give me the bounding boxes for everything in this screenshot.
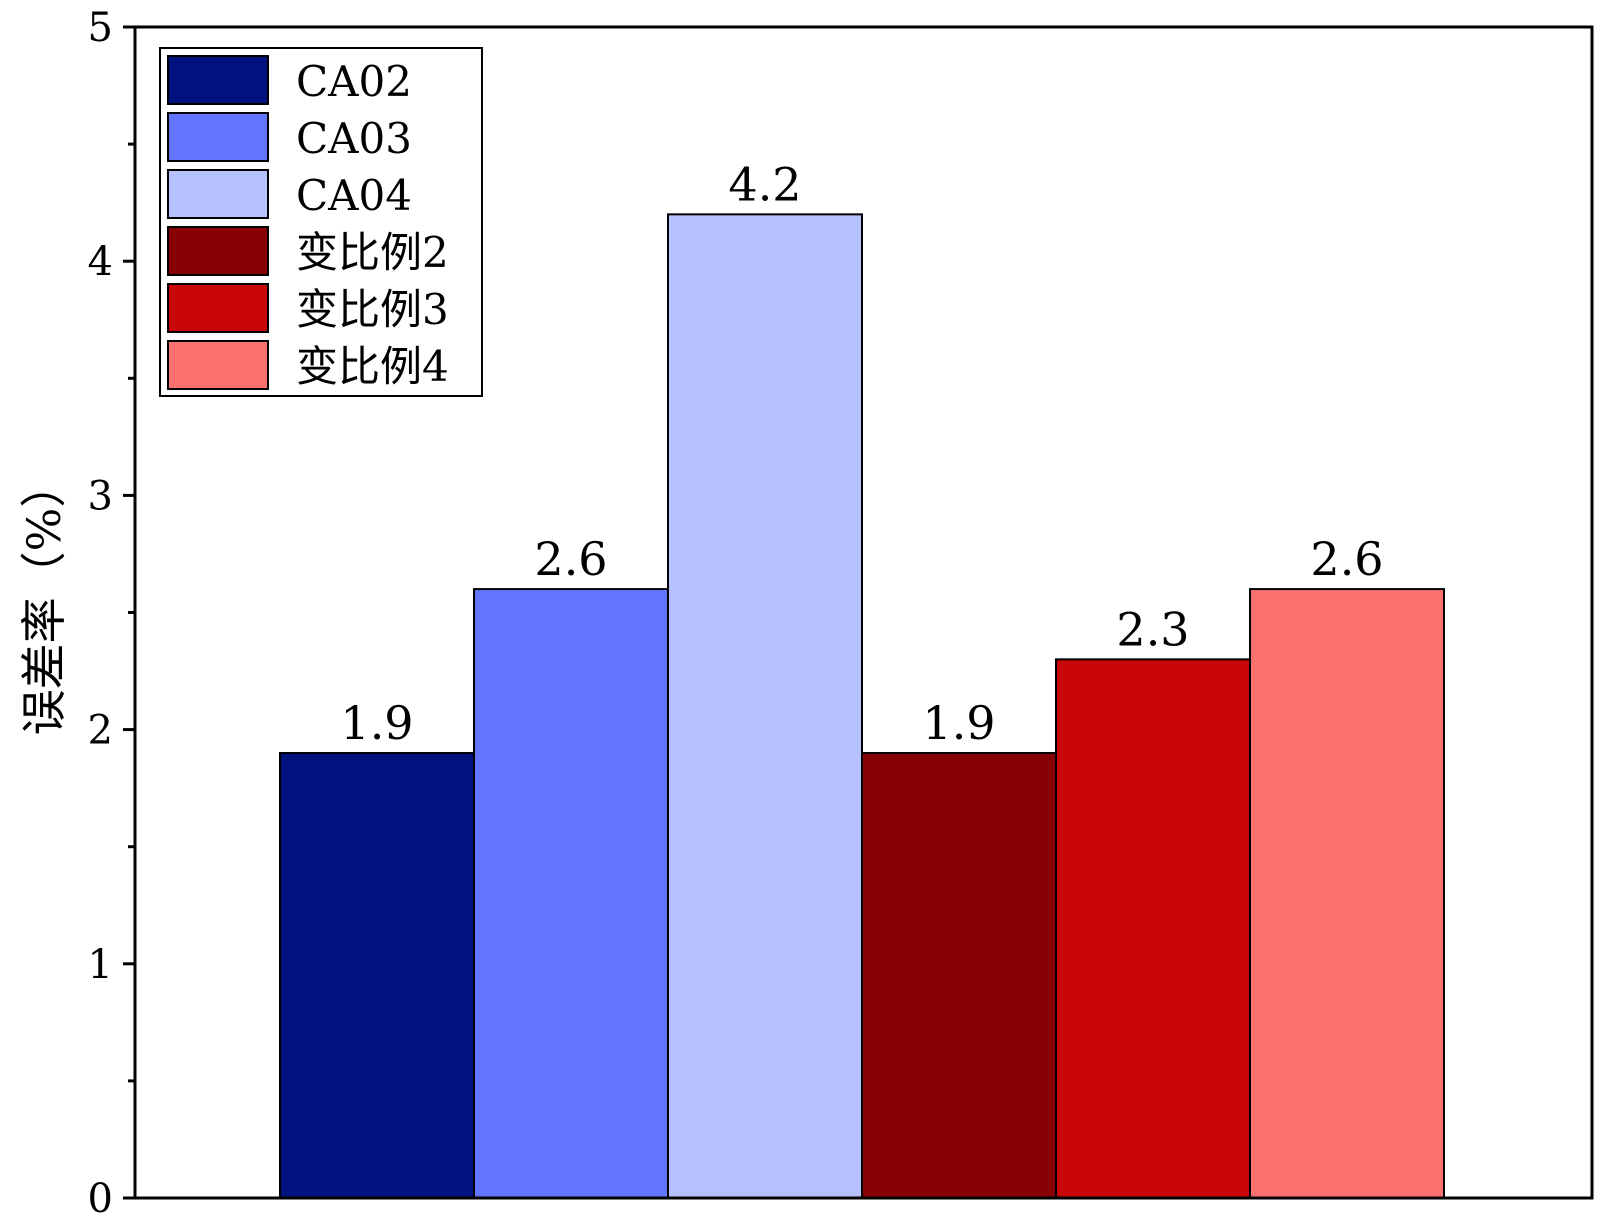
data-label: 2.6 xyxy=(1310,532,1383,586)
bar xyxy=(861,752,1057,1200)
bars-layer xyxy=(279,213,1445,1200)
legend-label: CA02 xyxy=(296,57,412,106)
data-labels-layer: 1.9 2.6 4.2 1.9 2.3 2.6 xyxy=(340,157,1383,750)
y-axis-title: 误差率（%） xyxy=(17,462,71,736)
y-tick-label: 3 xyxy=(88,473,113,519)
legend-box xyxy=(159,47,483,397)
data-label: 2.3 xyxy=(1116,602,1189,656)
bar xyxy=(1055,658,1251,1199)
legend-label: 变比例3 xyxy=(296,285,449,334)
legend-swatch xyxy=(167,169,269,219)
legend-label: 变比例2 xyxy=(296,228,449,277)
y-tick-label: 0 xyxy=(88,1176,113,1222)
legend-label: CA04 xyxy=(296,171,412,220)
y-tick-label: 2 xyxy=(88,708,113,754)
y-tick-label: 5 xyxy=(88,5,113,51)
y-axis: 0 1 2 3 4 5 xyxy=(88,5,135,1222)
bar xyxy=(279,752,475,1200)
legend-swatch xyxy=(167,340,269,390)
legend-label: 变比例4 xyxy=(296,342,449,391)
data-label: 4.2 xyxy=(728,157,801,211)
legend-swatch xyxy=(167,283,269,333)
legend-swatch xyxy=(167,226,269,276)
legend-swatch xyxy=(167,112,269,162)
data-label: 1.9 xyxy=(340,696,413,750)
bar xyxy=(667,213,863,1200)
y-tick-label: 1 xyxy=(88,942,113,988)
bar xyxy=(473,588,669,1199)
y-tick-label: 4 xyxy=(88,239,113,285)
legend-swatch xyxy=(167,55,269,105)
bar xyxy=(1249,588,1445,1199)
legend: CA02 CA03 CA04 变比例2 变比例3 变比例4 xyxy=(159,47,483,397)
legend-label: CA03 xyxy=(296,114,412,163)
data-label: 2.6 xyxy=(534,532,607,586)
data-label: 1.9 xyxy=(922,696,995,750)
